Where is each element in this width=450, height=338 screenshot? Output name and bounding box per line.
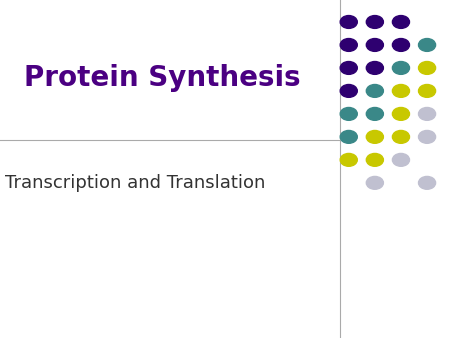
Circle shape [366, 107, 383, 120]
Text: Protein Synthesis: Protein Synthesis [24, 64, 300, 92]
Circle shape [366, 130, 383, 143]
Circle shape [392, 130, 410, 143]
Circle shape [340, 84, 357, 97]
Circle shape [418, 84, 436, 97]
Circle shape [392, 16, 410, 28]
Circle shape [340, 62, 357, 74]
Circle shape [392, 39, 410, 51]
Circle shape [392, 62, 410, 74]
Circle shape [366, 39, 383, 51]
Circle shape [418, 39, 436, 51]
Circle shape [418, 107, 436, 120]
Circle shape [366, 153, 383, 166]
Circle shape [418, 62, 436, 74]
Circle shape [366, 84, 383, 97]
Circle shape [392, 84, 410, 97]
Circle shape [366, 62, 383, 74]
Circle shape [340, 107, 357, 120]
Circle shape [418, 130, 436, 143]
Circle shape [340, 39, 357, 51]
Circle shape [366, 176, 383, 189]
Circle shape [340, 153, 357, 166]
Circle shape [366, 16, 383, 28]
Circle shape [418, 176, 436, 189]
Circle shape [340, 130, 357, 143]
Circle shape [340, 16, 357, 28]
Circle shape [392, 153, 410, 166]
Circle shape [392, 107, 410, 120]
Text: Transcription and Translation: Transcription and Translation [5, 173, 265, 192]
